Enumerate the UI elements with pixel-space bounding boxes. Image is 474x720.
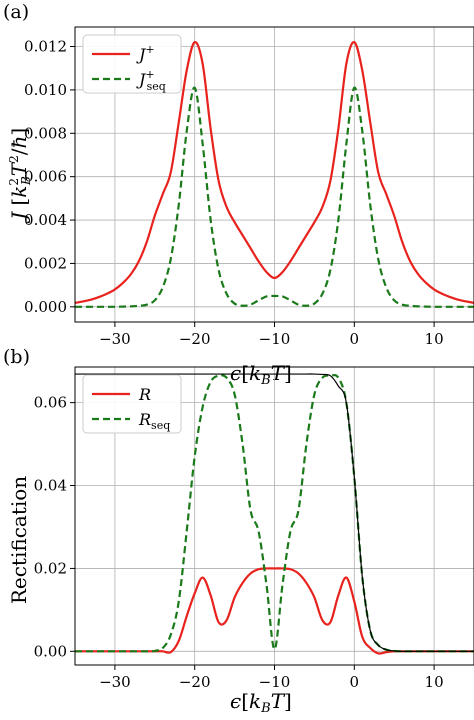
y-tick-label: 0.010 [24, 81, 67, 99]
x-axis-label-b: ϵ[kBT] [230, 689, 292, 716]
plot-frame-b [74, 366, 474, 666]
x-tick-label: 0 [350, 673, 360, 691]
y-ticks-a: 0.000 0.002 0.004 0.006 0.008 0.010 0.012 [24, 38, 75, 316]
y-axis-label-b: Rectification [7, 476, 31, 604]
plot-area-a [75, 41, 474, 308]
y-tick-label: 0.000 [24, 298, 67, 316]
y-tick-label: 0.002 [24, 254, 67, 272]
y-tick-label: 0.008 [24, 124, 67, 142]
legend-label: R [138, 385, 151, 404]
series-line-2 [75, 86, 474, 308]
x-tick-label: −10 [259, 330, 291, 348]
x-ticks-a: −30 −20 −10 0 10 [99, 322, 444, 348]
x-tick-label: −30 [99, 673, 131, 691]
plot-frame-a [74, 26, 474, 323]
legend-label: Rseq [138, 410, 170, 432]
x-tick-label: −10 [259, 673, 291, 691]
x-tick-label: 10 [425, 330, 444, 348]
legend-b: R Rseq [82, 374, 182, 434]
legend-box [82, 34, 182, 94]
legend-a: J+ J+ seq [82, 34, 182, 94]
y-tick-label: 0.00 [34, 642, 67, 660]
series-line-3 [75, 373, 474, 652]
y-tick-label: 0.02 [34, 559, 67, 577]
series-line-1 [75, 41, 474, 304]
legend-label: J+ seq [136, 68, 166, 93]
plot-area-b [75, 373, 474, 655]
x-tick-label: 0 [350, 330, 360, 348]
panel-label-b: (b) [3, 346, 30, 368]
y-ticks-b: 0.00 0.02 0.04 0.06 [34, 394, 75, 660]
y-tick-label: 0.004 [24, 211, 67, 229]
panel-label-a: (a) [3, 1, 29, 23]
y-tick-label: 0.012 [24, 38, 67, 56]
x-tick-label: 10 [425, 673, 444, 691]
x-ticks-b: −30 −20 −10 0 10 [99, 665, 444, 691]
y-tick-label: 0.006 [24, 168, 67, 186]
x-tick-label: −30 [99, 330, 131, 348]
y-tick-label: 0.06 [34, 394, 67, 412]
panel-b: (b) −30 −20 −10 0 10 0.000.020.040.06 RRseq … [3, 346, 474, 716]
x-tick-label: −20 [179, 330, 211, 348]
y-axis-label-a: J [k2BT2/ħ] [7, 128, 33, 224]
x-tick-label: −20 [179, 673, 211, 691]
panel-a: (a) −30 −20 −10 0 10 0.0000.0020.0040.0060.0… [3, 1, 474, 388]
y-tick-label: 0.04 [34, 477, 67, 495]
legend-label: J+ [136, 43, 155, 64]
